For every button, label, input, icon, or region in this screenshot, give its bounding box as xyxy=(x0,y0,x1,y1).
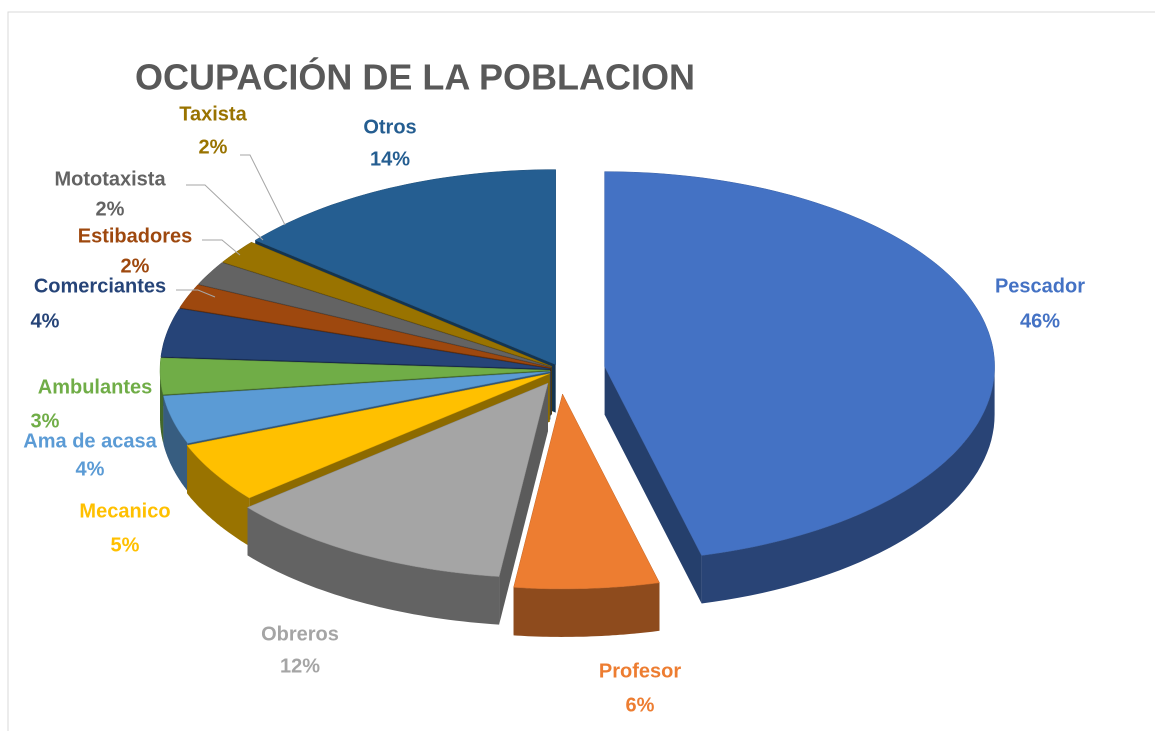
category-label: Estibadores xyxy=(78,225,192,247)
value-label: 14% xyxy=(370,148,410,170)
leader-line xyxy=(202,239,241,256)
slice-wall xyxy=(187,445,250,546)
leader-line xyxy=(240,154,286,226)
pie xyxy=(159,169,995,637)
value-label: 4% xyxy=(76,458,105,480)
leader-line xyxy=(186,184,264,241)
slice xyxy=(246,382,549,577)
category-label: Ambulantes xyxy=(38,376,152,398)
value-label: 2% xyxy=(96,198,125,220)
leader-line xyxy=(176,289,216,298)
slice xyxy=(186,373,550,499)
value-label: 5% xyxy=(111,534,140,556)
slice-wall xyxy=(701,366,995,604)
category-label: Profesor xyxy=(599,660,681,682)
category-label: Mototaxista xyxy=(54,168,166,190)
category-label: Comerciantes xyxy=(34,275,166,297)
slice xyxy=(604,171,995,556)
category-label: Ama de acasa xyxy=(23,430,157,452)
slice-wall xyxy=(247,507,500,625)
category-label: Pescador xyxy=(995,275,1085,297)
slice xyxy=(254,169,556,365)
value-label: 12% xyxy=(280,655,320,677)
category-label: Taxista xyxy=(179,103,247,125)
slice-wall xyxy=(160,370,164,443)
slice xyxy=(159,357,551,395)
slice xyxy=(197,262,552,368)
chart-title: OCUPACIÓN DE LA POBLACION xyxy=(135,56,695,98)
value-label: 46% xyxy=(1020,310,1060,332)
value-label: 3% xyxy=(31,410,60,432)
slice-wall xyxy=(513,582,660,637)
value-label: 2% xyxy=(121,255,150,277)
category-label: Mecanico xyxy=(79,500,170,522)
slice xyxy=(513,393,660,590)
slice-wall xyxy=(163,395,188,492)
slice xyxy=(163,371,551,444)
slice xyxy=(179,284,551,369)
value-label: 6% xyxy=(626,694,655,716)
category-label: Obreros xyxy=(261,623,339,645)
value-label: 2% xyxy=(199,136,228,158)
value-label: 4% xyxy=(31,310,60,332)
slice xyxy=(160,308,551,370)
category-label: Otros xyxy=(363,116,416,138)
slice-side xyxy=(604,366,702,604)
slice-side xyxy=(499,383,548,625)
labels: Pescador 46% Profesor 6% Obreros 12% Mecanico 5… xyxy=(23,103,1085,716)
